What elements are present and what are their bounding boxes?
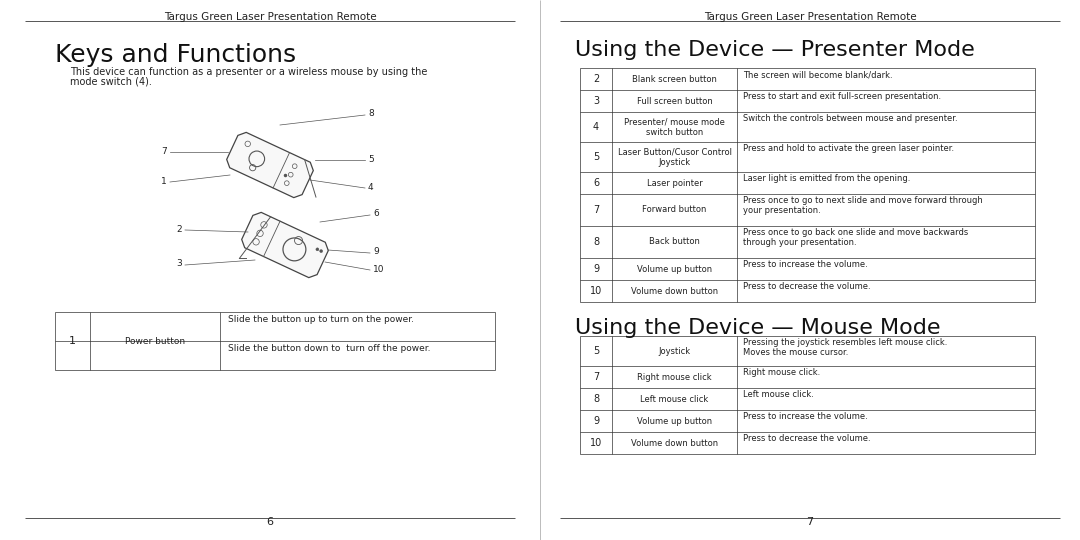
Text: 9: 9 bbox=[593, 416, 599, 426]
Text: 7: 7 bbox=[593, 205, 599, 215]
Text: Press and hold to activate the green laser pointer.: Press and hold to activate the green las… bbox=[743, 144, 954, 153]
Text: Keys and Functions: Keys and Functions bbox=[55, 43, 296, 67]
Text: 3: 3 bbox=[593, 96, 599, 106]
Text: This device can function as a presenter or a wireless mouse by using the: This device can function as a presenter … bbox=[70, 67, 428, 77]
Text: Press once to go back one slide and move backwards
through your presentation.: Press once to go back one slide and move… bbox=[743, 228, 969, 247]
Text: Press to increase the volume.: Press to increase the volume. bbox=[743, 260, 867, 269]
Text: Slide the button down to  turn off the power.: Slide the button down to turn off the po… bbox=[228, 344, 431, 353]
Text: 7: 7 bbox=[161, 146, 167, 156]
Text: 5: 5 bbox=[368, 154, 374, 164]
Text: 6: 6 bbox=[373, 210, 379, 219]
Text: 8: 8 bbox=[593, 394, 599, 404]
Text: 7: 7 bbox=[807, 517, 813, 527]
Text: Back button: Back button bbox=[649, 238, 700, 246]
Text: 3: 3 bbox=[176, 260, 183, 268]
Text: Blank screen button: Blank screen button bbox=[632, 75, 717, 84]
Text: 6: 6 bbox=[267, 517, 273, 527]
Text: Left mouse click: Left mouse click bbox=[640, 395, 708, 403]
Text: mode switch (4).: mode switch (4). bbox=[70, 77, 152, 87]
Bar bbox=[55, 312, 495, 370]
Text: Laser light is emitted from the opening.: Laser light is emitted from the opening. bbox=[743, 174, 910, 183]
Text: Volume down button: Volume down button bbox=[631, 438, 718, 448]
Bar bbox=[580, 68, 1035, 302]
Text: The screen will become blank/dark.: The screen will become blank/dark. bbox=[743, 70, 893, 79]
Text: Right mouse click.: Right mouse click. bbox=[743, 368, 820, 377]
Text: Targus Green Laser Presentation Remote: Targus Green Laser Presentation Remote bbox=[704, 12, 916, 22]
Text: 2: 2 bbox=[176, 225, 183, 233]
Text: Targus Green Laser Presentation Remote: Targus Green Laser Presentation Remote bbox=[164, 12, 376, 22]
Text: 6: 6 bbox=[593, 178, 599, 188]
Text: Press to decrease the volume.: Press to decrease the volume. bbox=[743, 282, 870, 291]
Text: Press to increase the volume.: Press to increase the volume. bbox=[743, 412, 867, 421]
PathPatch shape bbox=[242, 212, 328, 278]
Text: Pressing the joystick resembles left mouse click.
Moves the mouse cursor.: Pressing the joystick resembles left mou… bbox=[743, 338, 947, 357]
Text: Press to start and exit full-screen presentation.: Press to start and exit full-screen pres… bbox=[743, 92, 941, 101]
Text: 10: 10 bbox=[590, 438, 603, 448]
Text: 9: 9 bbox=[593, 264, 599, 274]
Text: 4: 4 bbox=[368, 183, 374, 192]
Text: 10: 10 bbox=[373, 265, 384, 273]
Text: 2: 2 bbox=[593, 74, 599, 84]
Text: Full screen button: Full screen button bbox=[636, 97, 713, 105]
Text: 10: 10 bbox=[590, 286, 603, 296]
Text: Volume up button: Volume up button bbox=[637, 416, 712, 426]
Text: Left mouse click.: Left mouse click. bbox=[743, 390, 814, 399]
Text: 1: 1 bbox=[69, 336, 76, 346]
Text: Volume up button: Volume up button bbox=[637, 265, 712, 273]
Text: 9: 9 bbox=[373, 247, 379, 256]
Text: 5: 5 bbox=[593, 346, 599, 356]
Text: Power button: Power button bbox=[125, 336, 185, 346]
Text: Volume down button: Volume down button bbox=[631, 287, 718, 295]
Circle shape bbox=[315, 248, 319, 251]
Text: 7: 7 bbox=[593, 372, 599, 382]
Bar bbox=[580, 336, 1035, 454]
Text: Switch the controls between mouse and presenter.: Switch the controls between mouse and pr… bbox=[743, 114, 958, 123]
Text: 1: 1 bbox=[161, 177, 167, 186]
Text: Right mouse click: Right mouse click bbox=[637, 373, 712, 381]
Text: Press to decrease the volume.: Press to decrease the volume. bbox=[743, 434, 870, 443]
Text: Using the Device — Mouse Mode: Using the Device — Mouse Mode bbox=[575, 318, 941, 338]
Text: 5: 5 bbox=[593, 152, 599, 162]
Text: Forward button: Forward button bbox=[643, 206, 706, 214]
Text: Using the Device — Presenter Mode: Using the Device — Presenter Mode bbox=[575, 40, 975, 60]
Text: Laser pointer: Laser pointer bbox=[647, 179, 702, 187]
Text: Joystick: Joystick bbox=[659, 347, 690, 355]
Text: 8: 8 bbox=[593, 237, 599, 247]
Text: Press once to go to next slide and move forward through
your presentation.: Press once to go to next slide and move … bbox=[743, 196, 983, 215]
PathPatch shape bbox=[227, 132, 313, 198]
Text: Slide the button up to turn on the power.: Slide the button up to turn on the power… bbox=[228, 315, 414, 324]
Text: Laser Button/Cusor Control
Joystick: Laser Button/Cusor Control Joystick bbox=[618, 147, 731, 167]
Text: Presenter/ mouse mode
switch button: Presenter/ mouse mode switch button bbox=[624, 117, 725, 137]
Circle shape bbox=[320, 249, 323, 253]
Text: 4: 4 bbox=[593, 122, 599, 132]
Text: 8: 8 bbox=[368, 110, 374, 118]
